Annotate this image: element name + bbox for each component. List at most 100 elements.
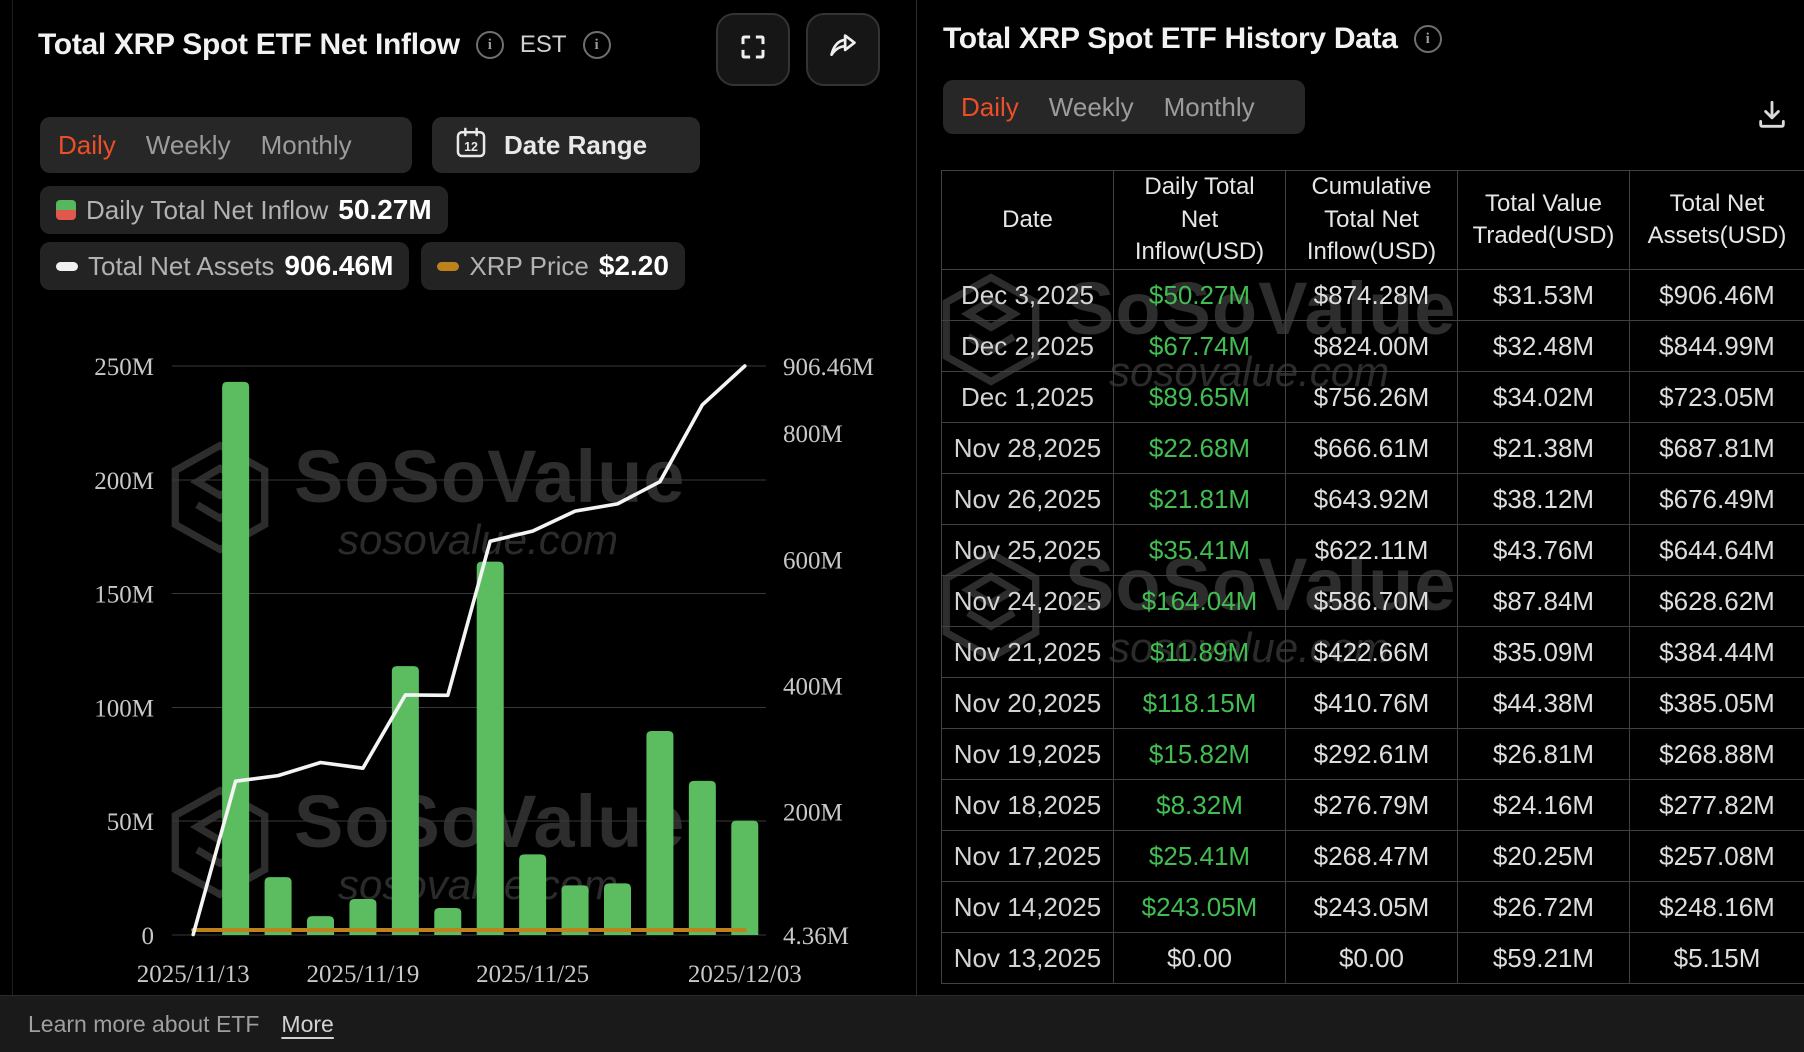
table-row: Nov 20,2025 $118.15M $410.76M $44.38M $385.0…: [941, 677, 1804, 728]
history-info-icon[interactable]: i: [1413, 25, 1442, 53]
tab-daily[interactable]: Daily: [58, 129, 116, 160]
calendar-icon: 12: [454, 126, 488, 165]
watermark: SoSoValue sosovalue.com: [168, 785, 685, 909]
gold-dash-swatch-icon: [437, 261, 460, 271]
left-edge-divider: [12, 0, 13, 996]
col-header-net-assets: Total Net Assets(USD): [1647, 189, 1787, 249]
legend-label: Daily Total Net Inflow: [86, 194, 329, 225]
date: Nov 19,2025: [942, 729, 1114, 779]
inflow-bar[interactable]: [646, 730, 674, 935]
col-header-cumulative-inflow: Cumulative Total Net Inflow(USD): [1286, 171, 1458, 269]
history-title: Total XRP Spot ETF History Data: [943, 22, 1398, 55]
inflow-bar[interactable]: [391, 666, 419, 935]
timezone-info-icon[interactable]: i: [582, 31, 611, 59]
right-axis-tick: 906.46M: [783, 354, 874, 381]
value-traded-cell: $34.02M: [1458, 372, 1630, 422]
date: Nov 26,2025: [942, 474, 1114, 524]
right-axis-tick: 200M: [783, 800, 843, 827]
left-axis-tick: 200M: [94, 468, 154, 495]
fullscreen-icon: [738, 32, 768, 67]
table-row: Nov 18,2025 $8.32M $276.79M $24.16M $277.82M: [941, 779, 1804, 830]
download-button[interactable]: [1753, 98, 1791, 136]
net-assets-cell: $628.62M: [1659, 585, 1775, 616]
cumulative-inflow-cell: $243.05M: [1286, 882, 1458, 932]
footer-more-link[interactable]: More: [281, 1010, 334, 1037]
net-assets-cell: $384.44M: [1659, 636, 1775, 667]
info-icon[interactable]: i: [475, 31, 504, 59]
value-traded-cell: $26.72M: [1458, 882, 1630, 932]
tab-weekly[interactable]: Weekly: [145, 129, 231, 160]
x-axis-tick: 2025/11/19: [306, 961, 419, 988]
inflow-bar[interactable]: [434, 907, 462, 935]
history-period-tabs: Daily Weekly Monthly: [943, 80, 1305, 134]
inflow-bar[interactable]: [561, 885, 589, 935]
table-row: Dec 1,2025 $89.65M $756.26M $34.02M $723.05M: [941, 371, 1804, 422]
table-row: Dec 2,2025 $67.74M $824.00M $32.48M $844.99M: [941, 320, 1804, 371]
value-traded-cell: $24.16M: [1458, 780, 1630, 830]
inflow-bar[interactable]: [264, 877, 292, 935]
value-traded-cell: $31.53M: [1458, 270, 1630, 320]
inflow-bar[interactable]: [476, 561, 504, 935]
right-axis-tick: 800M: [783, 421, 843, 448]
fullscreen-button[interactable]: [716, 13, 790, 86]
tab-monthly[interactable]: Monthly: [260, 129, 352, 160]
inflow-bar[interactable]: [688, 780, 716, 935]
net-assets-cell: $844.99M: [1659, 330, 1775, 361]
footer-bar: Learn more about ETF More: [0, 995, 1804, 1052]
value-traded-cell: $43.76M: [1458, 525, 1630, 575]
legend-xrp-price[interactable]: XRP Price $2.20: [421, 242, 685, 290]
left-axis-tick: 50M: [107, 809, 154, 836]
inflow-bar[interactable]: [307, 916, 334, 935]
cumulative-inflow-cell: $756.26M: [1286, 372, 1458, 422]
value-traded-cell: $87.84M: [1458, 576, 1630, 626]
right-axis-tick: 4.36M: [783, 923, 849, 950]
date: Nov 24,2025: [942, 576, 1114, 626]
inflow-bar[interactable]: [604, 883, 631, 935]
white-dash-swatch-icon: [56, 261, 78, 271]
tab-daily[interactable]: Daily: [961, 91, 1019, 122]
legend-value: 50.27M: [338, 194, 432, 225]
daily-inflow-cell: $8.32M: [1114, 780, 1286, 830]
history-table-body: Dec 3,2025 $50.27M $874.28M $31.53M $906.46M…: [941, 269, 1804, 984]
inflow-bar[interactable]: [519, 854, 547, 935]
legend-label: XRP Price: [469, 250, 589, 281]
x-axis-tick: 2025/11/25: [476, 961, 589, 988]
value-traded-cell: $38.12M: [1458, 474, 1630, 524]
table-row: Nov 25,2025 $35.41M $622.11M $43.76M $644.64…: [941, 524, 1804, 575]
total-net-assets-line[interactable]: [191, 364, 747, 937]
watermark-brand: SoSoValue: [294, 435, 686, 518]
cumulative-inflow-cell: $292.61M: [1286, 729, 1458, 779]
history-table-header: Date Daily Total Net Inflow(USD) Cumulat…: [941, 170, 1804, 269]
inflow-bar[interactable]: [349, 898, 377, 935]
green-red-swatch-icon: [56, 200, 76, 220]
date: Dec 1,2025: [942, 372, 1114, 422]
right-axis-tick: 400M: [783, 673, 843, 700]
cumulative-inflow-cell: $422.66M: [1286, 627, 1458, 677]
cumulative-inflow-cell: $268.47M: [1286, 831, 1458, 881]
date: Nov 14,2025: [942, 882, 1114, 932]
legend-label: Total Net Assets: [88, 250, 275, 281]
left-axis-tick: 250M: [94, 354, 154, 381]
daily-inflow-cell: $21.81M: [1114, 474, 1286, 524]
net-assets-cell: $906.46M: [1659, 279, 1775, 310]
cumulative-inflow-cell: $586.70M: [1286, 576, 1458, 626]
legend-total-net-assets[interactable]: Total Net Assets 906.46M: [40, 242, 410, 290]
net-inflow-header: Total XRP Spot ETF Net Inflow i EST i: [38, 28, 611, 62]
tab-weekly[interactable]: Weekly: [1048, 91, 1134, 122]
cumulative-inflow-cell: $666.61M: [1286, 423, 1458, 473]
watermark-brand: SoSoValue: [294, 780, 686, 863]
cumulative-inflow-cell: $824.00M: [1286, 321, 1458, 371]
sosovalue-logo-icon: [168, 785, 272, 905]
timezone-label: EST: [519, 31, 567, 58]
col-header-value-traded: Total Value Traded(USD): [1458, 171, 1630, 269]
net-assets-cell: $248.16M: [1659, 891, 1775, 922]
inflow-bar[interactable]: [222, 381, 250, 935]
tab-monthly[interactable]: Monthly: [1163, 91, 1255, 122]
x-axis-tick: 2025/12/03: [688, 961, 802, 988]
date: Nov 28,2025: [942, 423, 1114, 473]
share-button[interactable]: [806, 13, 880, 86]
date-range-button[interactable]: 12 Date Range: [432, 117, 700, 173]
chart-period-tabs: Daily Weekly Monthly: [40, 117, 412, 173]
inflow-bar[interactable]: [731, 820, 759, 935]
legend-daily-net-inflow[interactable]: Daily Total Net Inflow 50.27M: [40, 186, 448, 234]
